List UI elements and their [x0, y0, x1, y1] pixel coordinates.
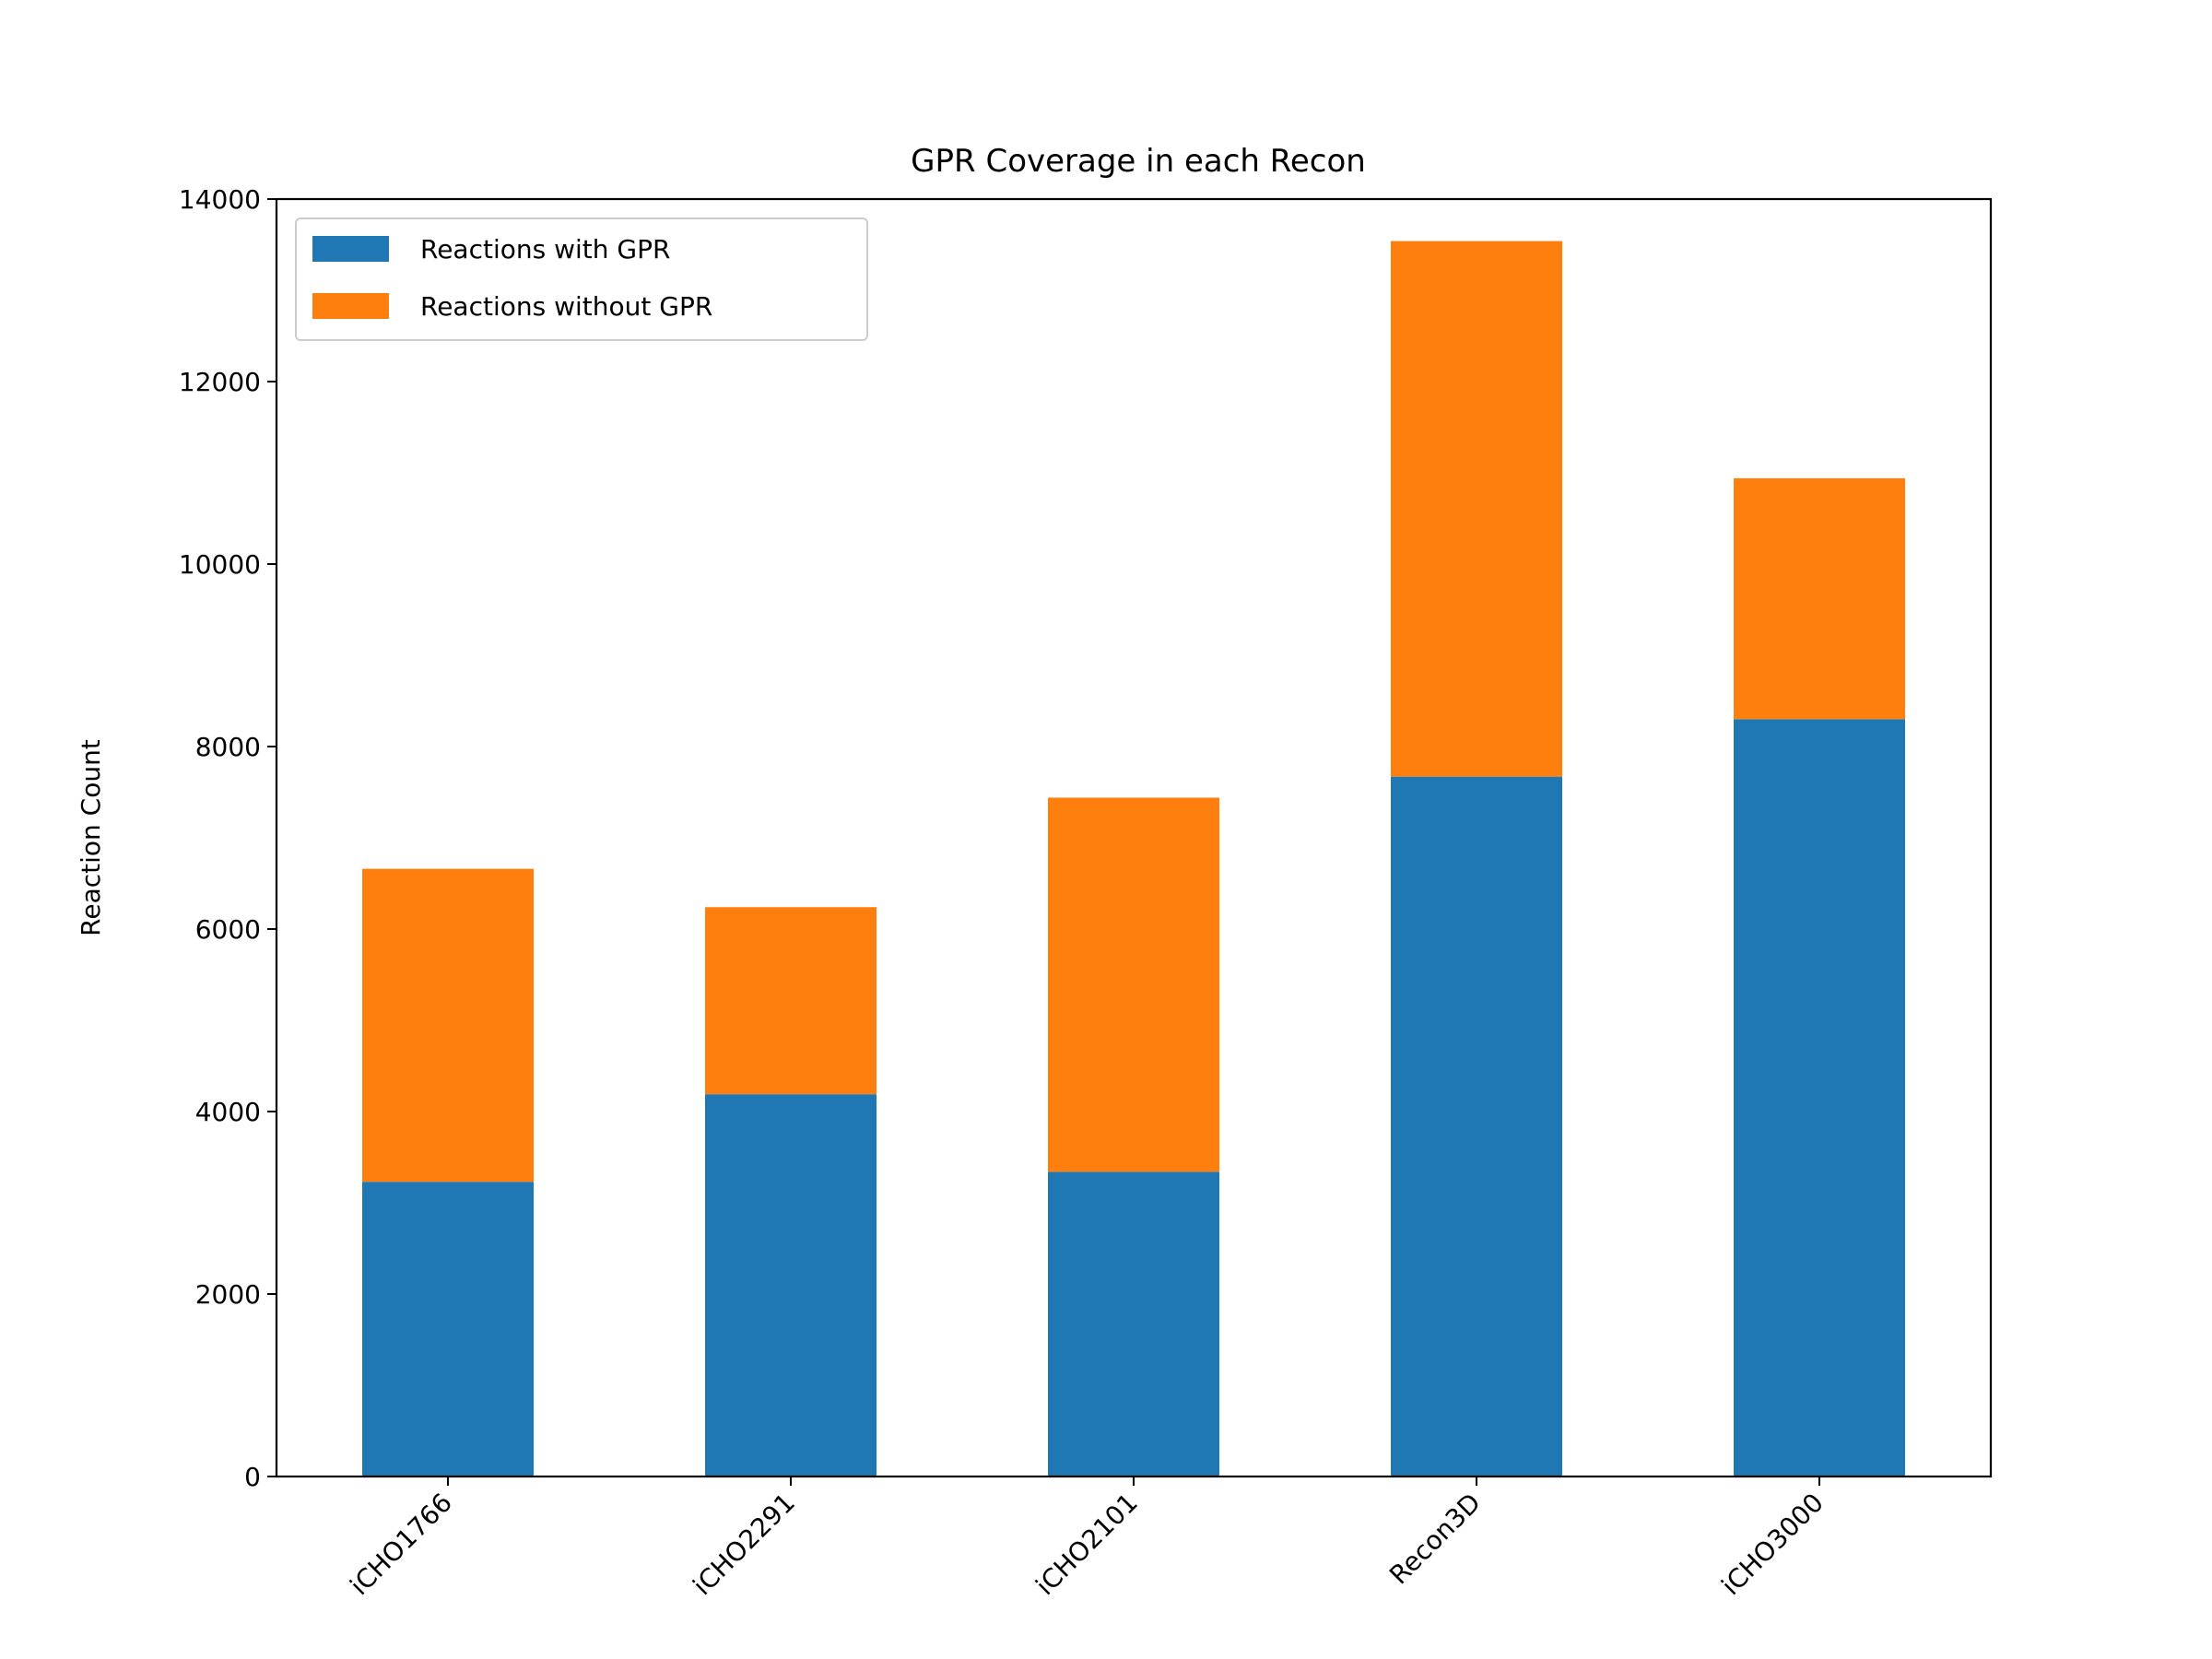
bar-iCHO2101-series-1: [1048, 797, 1219, 1172]
x-axis: iCHO1766 iCHO2291 iCHO2101 Recon3D iCHO3000: [344, 1477, 1830, 1601]
bar-iCHO2291-series-1: [705, 907, 877, 1095]
legend-label: Reactions with GPR: [420, 234, 670, 265]
bar-iCHO2291-series-0: [705, 1094, 877, 1477]
bar-iCHO3000-series-0: [1734, 719, 1905, 1477]
legend-swatch: [312, 236, 389, 262]
y-tick-label: 14000: [179, 184, 261, 215]
x-tick-label: iCHO1766: [344, 1488, 458, 1602]
legend: Reactions with GPR Reactions without GPR: [295, 218, 868, 341]
x-tick-label: iCHO2101: [1030, 1488, 1144, 1602]
y-axis: 0 2000 4000 6000 8000 10000 12000 14000: [179, 184, 276, 1492]
x-tick-label: Recon3D: [1383, 1488, 1487, 1591]
y-tick-label: 4000: [195, 1097, 261, 1127]
y-tick-label: 6000: [195, 914, 261, 945]
bar-iCHO1766-series-1: [362, 868, 534, 1182]
y-tick-label: 8000: [195, 732, 261, 762]
bar-iCHO3000-series-1: [1734, 477, 1905, 720]
x-tick-label: iCHO3000: [1715, 1488, 1830, 1602]
y-tick-label: 2000: [195, 1279, 261, 1310]
legend-label: Reactions without GPR: [420, 291, 712, 322]
legend-swatch: [312, 293, 389, 319]
y-tick-label: 0: [244, 1462, 261, 1492]
bar-iCHO1766-series-0: [362, 1182, 534, 1477]
bar-iCHO2101-series-0: [1048, 1171, 1219, 1477]
y-tick-label: 12000: [179, 367, 261, 397]
y-axis-label: Reaction Count: [76, 739, 106, 936]
y-tick-label: 10000: [179, 549, 261, 580]
bar-Recon3D-series-0: [1391, 776, 1562, 1477]
chart-title: GPR Coverage in each Recon: [911, 143, 1366, 180]
plot-area: [362, 241, 1905, 1477]
legend-frame: [295, 218, 868, 341]
x-tick-label: iCHO2291: [687, 1488, 801, 1602]
bar-Recon3D-series-1: [1391, 241, 1562, 777]
